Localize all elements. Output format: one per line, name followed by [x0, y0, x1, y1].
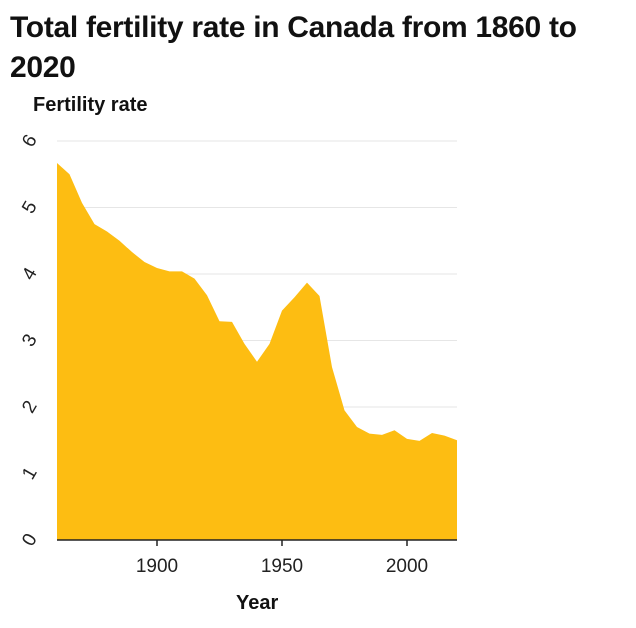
y-tick-label: 1 — [18, 464, 41, 484]
fertility-area — [57, 163, 457, 540]
y-tick-label: 6 — [18, 131, 41, 151]
x-tick-label: 1900 — [136, 556, 178, 577]
y-tick-label: 0 — [18, 530, 41, 550]
y-tick-label: 5 — [18, 198, 41, 218]
y-tick-label: 4 — [18, 264, 42, 284]
x-tick-label: 2000 — [386, 556, 428, 577]
x-tick-label: 1950 — [261, 556, 303, 577]
y-tick-label: 2 — [18, 397, 41, 417]
x-tick-labels: 1900 1950 2000 — [136, 540, 428, 577]
y-tick-labels: 0 1 2 3 4 5 6 — [18, 131, 42, 550]
y-tick-label: 3 — [18, 331, 41, 351]
